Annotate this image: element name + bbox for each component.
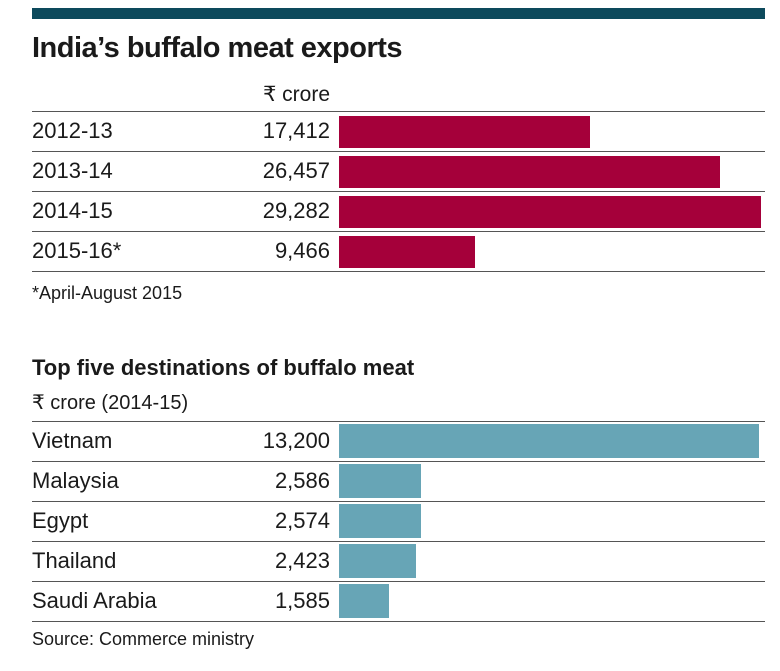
category-label: 2013-14 (32, 158, 113, 183)
bar-saudi-arabia (339, 584, 389, 618)
bar-2014-15 (339, 196, 761, 228)
row-divider (32, 461, 765, 462)
row-divider (32, 151, 765, 152)
category-label: 2012-13 (32, 118, 113, 143)
row-divider (32, 541, 765, 542)
category-label: Vietnam (32, 428, 113, 453)
bar-2015-16 (339, 236, 475, 268)
row-divider (32, 501, 765, 502)
exports-unit-label: ₹ crore (262, 83, 330, 106)
row-divider (32, 271, 765, 272)
category-label: 2015-16* (32, 238, 122, 263)
value-label: 1,585 (274, 588, 330, 613)
category-label: Egypt (32, 508, 89, 533)
chart-rule (32, 421, 765, 422)
category-label: Thailand (32, 548, 117, 573)
exports-footnote: *April-August 2015 (32, 283, 183, 303)
exports-chart-title: India’s buffalo meat exports (32, 32, 403, 64)
bar-egypt (339, 504, 421, 538)
value-label: 2,423 (274, 548, 330, 573)
value-label: 2,574 (274, 508, 330, 533)
category-label: Malaysia (32, 468, 119, 493)
value-label: 29,282 (262, 198, 330, 223)
row-divider (32, 621, 765, 622)
value-label: 26,457 (262, 158, 330, 183)
value-label: 9,466 (274, 238, 330, 263)
value-label: 13,200 (262, 428, 330, 453)
bar-2012-13 (339, 116, 590, 148)
header-bar (32, 8, 765, 19)
category-label: Saudi Arabia (32, 588, 157, 613)
destinations-chart-title: Top five destinations of buffalo meat (32, 355, 415, 380)
destinations-unit-label: ₹ crore (2014-15) (32, 392, 189, 414)
bar-thailand (339, 544, 416, 578)
value-label: 17,412 (262, 118, 330, 143)
bar-malaysia (339, 464, 421, 498)
value-label: 2,586 (274, 468, 330, 493)
category-label: 2014-15 (32, 198, 113, 223)
chart-rule (32, 111, 765, 112)
row-divider (32, 231, 765, 232)
row-divider (32, 191, 765, 192)
bar-vietnam (339, 424, 759, 458)
source-note: Source: Commerce ministry (32, 629, 255, 649)
bar-2013-14 (339, 156, 720, 188)
row-divider (32, 581, 765, 582)
